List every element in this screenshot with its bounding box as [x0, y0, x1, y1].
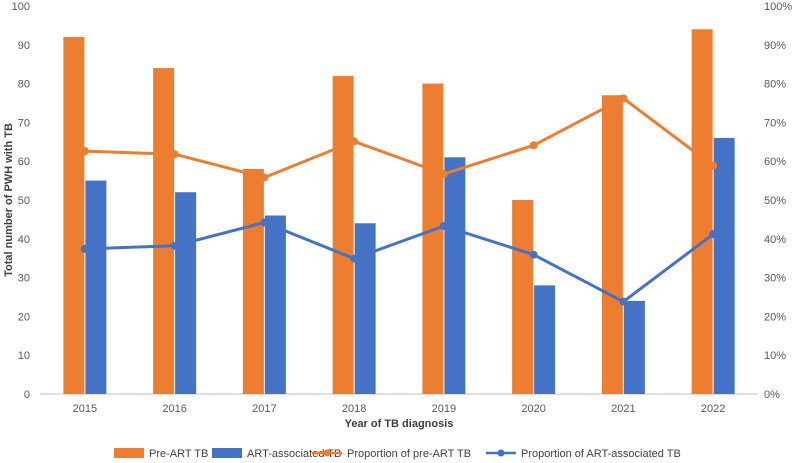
- y-tick-label: 60: [18, 156, 30, 168]
- point-proportion-art-associated: [350, 254, 359, 263]
- y2-tick-label: 70%: [764, 117, 786, 129]
- bar-art-associated: [85, 180, 107, 394]
- legend-marker: [497, 449, 505, 457]
- x-axis-ticks: 2015 2016 2017 2018 2019 2020 2021 2022: [73, 403, 726, 415]
- point-proportion-art-associated: [619, 297, 628, 306]
- x-tick-label: 2018: [342, 403, 366, 415]
- y-tick-label: 10: [18, 350, 30, 362]
- legend-swatch: [114, 448, 144, 458]
- point-proportion-art-associated: [709, 230, 718, 239]
- y2-tick-label: 30%: [764, 273, 786, 285]
- line-proportion-pre-art: [84, 96, 715, 179]
- bar-art-associated: [354, 223, 376, 394]
- point-proportion-art-associated: [260, 218, 269, 227]
- y2-tick-label: 10%: [764, 350, 786, 362]
- legend: Pre-ART TB ART-associated TB Proportion of…: [114, 448, 681, 460]
- x-tick-label: 2016: [162, 403, 186, 415]
- bar-art-associated: [534, 285, 556, 394]
- bar-pre-art: [512, 200, 534, 394]
- y-tick-label: 80: [18, 79, 30, 91]
- y-axis-title: Total number of PWH with TB: [3, 123, 15, 277]
- y2-tick-label: 100%: [764, 1, 792, 13]
- legend-label: Proportion of ART-associated TB: [521, 448, 681, 460]
- point-proportion-pre-art: [260, 173, 269, 182]
- x-tick-label: 2015: [73, 403, 97, 415]
- bar-pre-art: [332, 75, 354, 394]
- x-tick-label: 2020: [521, 403, 545, 415]
- bar-pre-art: [422, 83, 444, 394]
- bar-pre-art: [153, 68, 175, 394]
- y-tick-label: 90: [18, 40, 30, 52]
- bar-art-associated: [264, 215, 286, 394]
- point-proportion-pre-art: [619, 94, 628, 103]
- legend-marker: [323, 449, 331, 457]
- point-proportion-pre-art: [170, 150, 179, 159]
- y-tick-label: 30: [18, 273, 30, 285]
- point-proportion-pre-art: [529, 141, 538, 150]
- right-axis-ticks: 0% 10% 20% 30% 40% 50% 60% 70% 80% 90% 100%: [764, 1, 792, 401]
- line-proportion-art-associated: [84, 221, 715, 304]
- bar-pre-art: [63, 37, 85, 394]
- bars: [63, 29, 735, 395]
- x-tick-label: 2019: [432, 403, 456, 415]
- bar-art-associated: [444, 157, 466, 394]
- y2-tick-label: 60%: [764, 156, 786, 168]
- y-tick-label: 0: [24, 389, 30, 401]
- y2-tick-label: 90%: [764, 40, 786, 52]
- y2-tick-label: 40%: [764, 234, 786, 246]
- proportion-lines: [80, 94, 718, 306]
- legend-label: Pre-ART TB: [149, 448, 208, 460]
- point-proportion-pre-art: [80, 147, 89, 156]
- point-proportion-pre-art: [709, 161, 718, 170]
- point-proportion-art-associated: [170, 241, 179, 250]
- x-axis-title: Year of TB diagnosis: [345, 418, 454, 430]
- bar-pre-art: [601, 95, 623, 395]
- legend-swatch: [212, 448, 242, 458]
- y2-tick-label: 20%: [764, 311, 786, 323]
- legend-label: ART-associated TB: [247, 448, 341, 460]
- y2-tick-label: 0%: [764, 389, 780, 401]
- bar-art-associated: [713, 137, 735, 395]
- y-tick-label: 100: [12, 1, 30, 13]
- x-tick-label: 2022: [701, 403, 725, 415]
- point-proportion-art-associated: [529, 250, 538, 259]
- y-tick-label: 20: [18, 311, 30, 323]
- left-axis-ticks: 0 10 20 30 40 50 60 70 80 90 100: [12, 1, 30, 401]
- x-tick-label: 2017: [252, 403, 276, 415]
- bar-pre-art: [691, 29, 713, 395]
- point-proportion-art-associated: [80, 244, 89, 253]
- bar-pre-art: [242, 168, 264, 394]
- bar-art-associated: [175, 192, 197, 394]
- y2-tick-label: 80%: [764, 79, 786, 91]
- point-proportion-art-associated: [439, 221, 448, 230]
- y2-tick-label: 50%: [764, 195, 786, 207]
- point-proportion-pre-art: [439, 170, 448, 179]
- y-tick-label: 50: [18, 195, 30, 207]
- y-tick-label: 40: [18, 234, 30, 246]
- y-tick-label: 70: [18, 117, 30, 129]
- legend-label: Proportion of pre-ART TB: [347, 448, 471, 460]
- point-proportion-pre-art: [350, 137, 359, 146]
- bar-art-associated: [623, 300, 645, 394]
- x-tick-label: 2021: [611, 403, 635, 415]
